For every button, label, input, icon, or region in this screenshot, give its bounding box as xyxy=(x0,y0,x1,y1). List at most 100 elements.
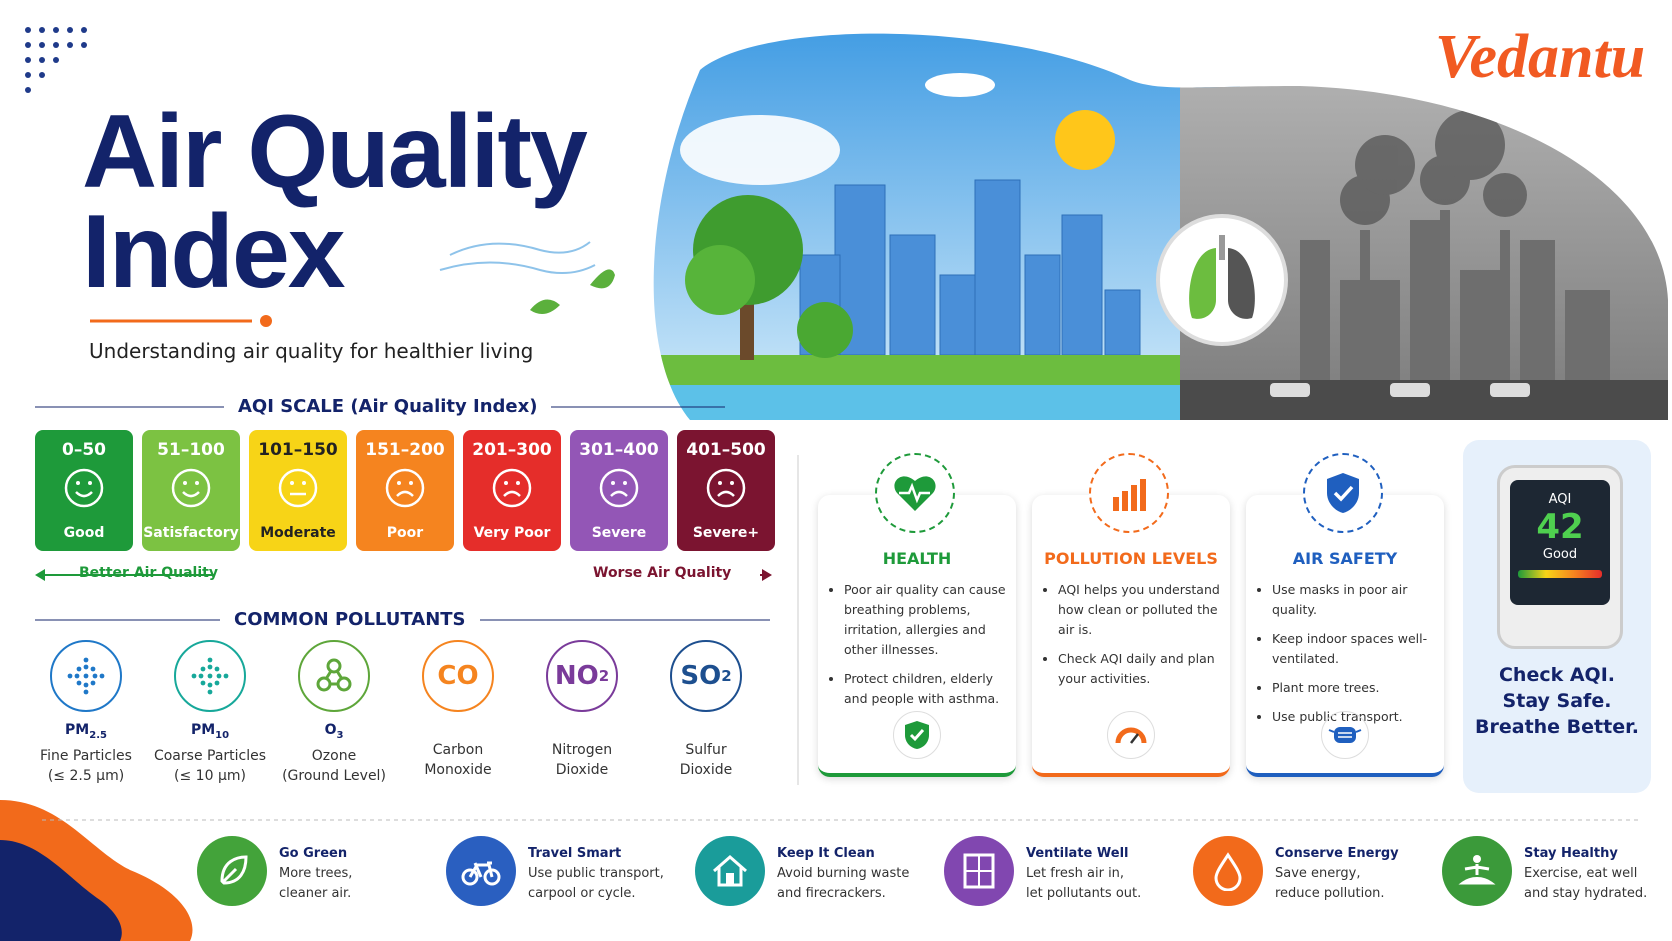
tip-line: reduce pollution. xyxy=(1275,886,1385,901)
formula: PM xyxy=(65,722,90,738)
tip-icon xyxy=(446,836,516,906)
tip-text: Keep It Clean Avoid burning waste and fire… xyxy=(777,844,947,904)
tip-title: Go Green xyxy=(279,846,348,861)
pollutant-symbol-sub: 2 xyxy=(598,667,610,685)
spacer xyxy=(645,720,767,740)
scale-note: Better Air Quality xyxy=(79,565,218,581)
corner-wave xyxy=(0,840,122,941)
formula: O xyxy=(324,722,337,738)
accent-dot xyxy=(260,315,272,327)
info-card: HEALTH Poor air quality can cause breathi… xyxy=(818,453,1016,777)
tip-text: Ventilate Well Let fresh air in, let pollu… xyxy=(1026,844,1196,904)
info-card: POLLUTION LEVELS AQI helps you understand… xyxy=(1032,453,1230,777)
aqi-label: Moderate xyxy=(260,525,336,541)
device: AQI 42 Good xyxy=(1497,465,1623,649)
tagline-line: Check AQI. xyxy=(1498,664,1615,686)
pollutant: PM10 Coarse Particles (≤ 10 μm) xyxy=(149,640,271,786)
pollutant: O3 Ozone (Ground Level) xyxy=(273,640,395,786)
aqi-level: 0–50 Good xyxy=(35,430,133,551)
tip-icon xyxy=(1442,836,1512,906)
aqi-label: Poor xyxy=(386,525,424,541)
device-label: AQI xyxy=(1548,492,1572,507)
aqi-range: 0–50 xyxy=(62,440,106,460)
card-badge xyxy=(1107,711,1155,759)
aqi-range: 151–200 xyxy=(365,440,445,460)
tip-icon xyxy=(944,836,1014,906)
aqi-range: 301–400 xyxy=(579,440,659,460)
card-bullet: Keep indoor spaces well-ventilated. xyxy=(1272,629,1436,669)
device-bar xyxy=(1518,570,1602,578)
arrow xyxy=(35,569,45,581)
aqi-face xyxy=(356,460,454,514)
card-icon xyxy=(1303,453,1383,533)
pollutant-icon: SO 2 xyxy=(670,640,742,712)
device-screen: AQI 42 Good xyxy=(1510,480,1610,605)
card-bullet: Use masks in poor air quality. xyxy=(1272,580,1436,620)
aqi-face xyxy=(677,460,775,514)
aqi-range: 201–300 xyxy=(472,440,552,460)
tip-line: let pollutants out. xyxy=(1026,886,1142,901)
formula-sub: 3 xyxy=(336,729,344,741)
scale-note: Worse Air Quality xyxy=(593,565,732,581)
card-title: HEALTH xyxy=(882,549,952,568)
aqi-label: Satisfactory xyxy=(143,525,239,541)
tip-line: cleaner air. xyxy=(279,886,352,901)
card-bullet: Check AQI daily and plan your activities… xyxy=(1058,649,1222,689)
tagline-line: Breathe Better. xyxy=(1475,716,1639,738)
tip-line: Let fresh air in, xyxy=(1026,866,1125,881)
device-panel: AQI 42 Good Check AQI. Stay Safe. Breathe … xyxy=(1463,440,1651,793)
tagline-line: Stay Safe. xyxy=(1502,690,1612,712)
aqi-level: 101–150 Moderate xyxy=(249,430,347,551)
pollutant-symbol: SO xyxy=(680,661,722,691)
pollutant-icon: CO xyxy=(422,640,494,712)
pollutant-symbol: CO xyxy=(437,661,479,691)
pollutant-detail: (≤ 10 μm) xyxy=(174,767,246,784)
tip-icon xyxy=(197,836,267,906)
aqi-label: Very Poor xyxy=(473,525,551,541)
card-bullets: Poor air quality can cause breathing pro… xyxy=(832,580,1008,709)
leaves xyxy=(530,269,615,314)
card-bullet: Poor air quality can cause breathing pro… xyxy=(844,580,1008,660)
formula: PM xyxy=(190,722,216,738)
card-icon xyxy=(1089,453,1169,533)
aqi-level: 151–200 Poor xyxy=(356,430,454,551)
pollutant-detail: Dioxide xyxy=(555,762,609,778)
city-illustration xyxy=(653,33,1668,420)
aqi-face xyxy=(249,460,347,514)
tip-line: and stay hydrated. xyxy=(1524,886,1648,901)
logo: Vedantu xyxy=(1435,23,1646,91)
tip-title: Conserve Energy xyxy=(1275,846,1399,861)
spacer xyxy=(521,720,643,740)
tip-line: More trees, xyxy=(279,866,353,881)
dot-grid xyxy=(25,27,87,93)
tip-line: carpool or cycle. xyxy=(528,886,636,901)
aqi-range: 401–500 xyxy=(686,440,766,460)
formula-sub: 2.5 xyxy=(89,729,107,741)
wind xyxy=(439,241,596,275)
tip-line: Avoid burning waste xyxy=(777,866,910,881)
subtitle: Understanding air quality for healthier … xyxy=(89,339,534,363)
tip-icon xyxy=(695,836,765,906)
aqi-range: 101–150 xyxy=(258,440,338,460)
pollutant-name: Sulfur xyxy=(685,742,727,758)
tip-title: Travel Smart xyxy=(528,846,622,861)
tip-line: Use public transport, xyxy=(528,866,664,881)
tip-text: Travel Smart Use public transport, carpool… xyxy=(528,844,698,904)
pollutant-detail: Dioxide xyxy=(679,762,733,778)
pollutant-icon xyxy=(298,640,370,712)
pollutant-name: Coarse Particles xyxy=(153,747,267,764)
tip-title: Keep It Clean xyxy=(777,846,875,861)
device-status: Good xyxy=(1542,547,1578,562)
tip-title: Ventilate Well xyxy=(1026,846,1129,861)
section-heading: AQI SCALE (Air Quality Index) xyxy=(224,396,552,417)
tip-text: Stay Healthy Exercise, eat well and stay h… xyxy=(1524,844,1672,904)
lungs-badge xyxy=(1156,214,1288,346)
pollutant-icon: NO 2 xyxy=(546,640,618,712)
arrow xyxy=(762,569,772,581)
aqi-level: 51–100 Satisfactory xyxy=(142,430,240,551)
aqi-label: Severe xyxy=(591,525,647,541)
pollutant: NO 2 Nitrogen Dioxide xyxy=(521,640,643,780)
aqi-face xyxy=(463,460,561,514)
card-bullet: Protect children, elderly and people wit… xyxy=(844,669,1008,709)
aqi-face xyxy=(570,460,668,514)
